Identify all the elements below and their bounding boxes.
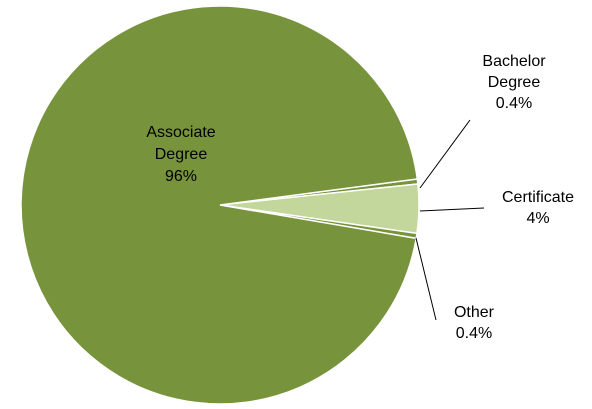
data-label-line: 4% bbox=[526, 210, 549, 227]
data-label-other: Other 0.4% bbox=[454, 304, 495, 342]
data-label-line: 96% bbox=[165, 168, 197, 185]
leader-line-other bbox=[415, 237, 437, 321]
data-label-line: Bachelor bbox=[482, 53, 546, 70]
data-label-line: 0.4% bbox=[456, 325, 492, 342]
leaders-layer bbox=[415, 119, 485, 321]
leader-line-bachelor-degree bbox=[419, 119, 471, 189]
data-label-associate-degree: Associate Degree 96% bbox=[146, 124, 215, 185]
labels-layer: Bachelor Degree 0.4% Certificate 4% Other 0.4%… bbox=[146, 53, 574, 342]
data-label-line: Degree bbox=[155, 146, 208, 163]
slices-layer bbox=[20, 5, 420, 405]
data-label-line: Other bbox=[454, 304, 495, 321]
data-label-line: 0.4% bbox=[496, 95, 532, 112]
data-label-certificate: Certificate 4% bbox=[502, 189, 574, 227]
data-label-line: Degree bbox=[488, 74, 541, 91]
pie-slice-associate-degree bbox=[20, 5, 419, 405]
data-label-line: Associate bbox=[146, 124, 215, 141]
data-label-line: Certificate bbox=[502, 189, 574, 206]
leader-line-certificate bbox=[419, 207, 485, 212]
data-label-bachelor-degree: Bachelor Degree 0.4% bbox=[482, 53, 546, 112]
